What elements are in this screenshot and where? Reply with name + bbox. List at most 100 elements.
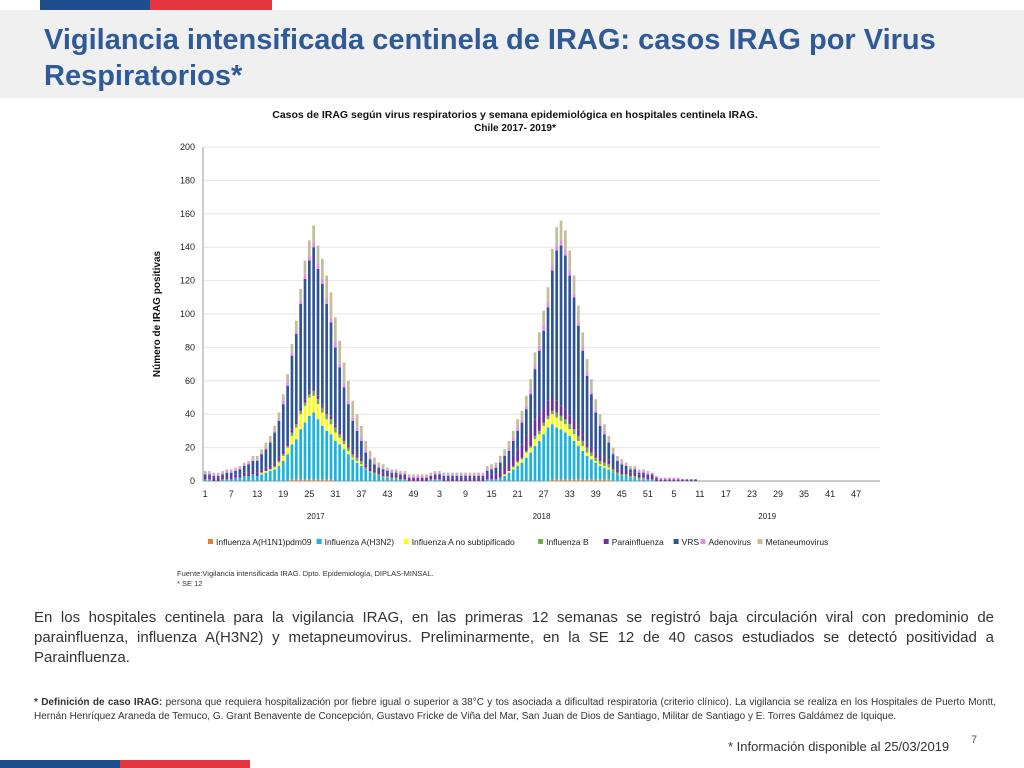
bar-segment xyxy=(281,460,285,481)
bar-segment xyxy=(646,470,650,473)
bar-segment xyxy=(446,474,450,476)
bar-segment xyxy=(251,460,255,471)
bar-segment xyxy=(294,427,298,440)
bar-segment xyxy=(468,474,472,476)
bar-segment xyxy=(564,424,567,433)
bar-segment xyxy=(568,424,572,430)
bar-segment xyxy=(637,477,641,480)
bar-segment xyxy=(277,419,281,421)
bar-segment xyxy=(551,479,554,481)
bar-segment xyxy=(551,410,554,415)
bar-segment xyxy=(312,390,316,396)
bar-segment xyxy=(494,462,498,466)
bar-segment xyxy=(268,469,272,471)
bar-segment xyxy=(507,472,511,481)
bar-segment xyxy=(572,440,576,480)
bar-segment xyxy=(373,462,376,465)
bar-segment xyxy=(273,425,276,431)
bar-segment xyxy=(290,355,294,430)
bar-segment xyxy=(307,479,311,481)
bar-segment xyxy=(642,469,645,471)
bar-segment xyxy=(334,424,337,428)
bar-segment xyxy=(537,414,541,431)
y-tick-label: 120 xyxy=(180,276,195,286)
bar-segment xyxy=(329,424,333,435)
bar-segment xyxy=(212,474,216,476)
bar-segment xyxy=(373,474,376,481)
bar-segment xyxy=(603,434,606,458)
bar-segment xyxy=(234,467,237,470)
bar-segment xyxy=(377,467,381,471)
bar-segment xyxy=(351,400,355,418)
bar-segment xyxy=(316,268,320,396)
bar-segment xyxy=(312,247,316,388)
bar-segment xyxy=(494,465,498,468)
legend-label: Influenza A(H3N2) xyxy=(325,537,395,547)
bar-segment xyxy=(507,470,511,473)
bar-segment xyxy=(455,475,459,478)
bar-segment xyxy=(551,248,554,266)
bar-segment xyxy=(377,475,381,481)
bar-segment xyxy=(559,240,563,246)
y-tick-label: 180 xyxy=(180,175,195,185)
bar-segment xyxy=(676,477,680,480)
bar-segment xyxy=(498,460,502,463)
year-labels: 2017 2018 2019 xyxy=(307,512,777,521)
bar-segment xyxy=(299,300,302,304)
bar-segment xyxy=(524,409,528,436)
bar-segment xyxy=(403,472,407,475)
bar-segment xyxy=(663,479,667,481)
bar-segment xyxy=(316,399,320,405)
bar-segment xyxy=(451,477,454,481)
bar-segment xyxy=(208,474,211,476)
bar-segment xyxy=(464,477,467,481)
bar-segment xyxy=(494,467,498,475)
bar-segment xyxy=(390,479,394,481)
bar-segment xyxy=(598,464,602,466)
bar-segment xyxy=(386,470,389,473)
bar-segment xyxy=(607,469,611,480)
bar-segment xyxy=(221,475,224,480)
bar-segment xyxy=(429,479,433,481)
bar-segment xyxy=(581,440,585,446)
bar-segment xyxy=(585,447,589,453)
bar-segment xyxy=(629,475,632,478)
bar-segment xyxy=(511,440,515,456)
bar-segment xyxy=(347,444,350,448)
bar-segment xyxy=(429,472,433,475)
legend-swatch xyxy=(403,539,409,544)
bar-segment xyxy=(481,475,485,478)
bar-segment xyxy=(451,474,454,476)
bar-segment xyxy=(433,479,437,481)
y-tick-label: 20 xyxy=(185,443,195,453)
bar-segment xyxy=(594,460,598,463)
bar-segment xyxy=(290,435,294,445)
bar-segment xyxy=(277,412,281,420)
bar-segment xyxy=(446,477,450,481)
bar-segment xyxy=(607,435,611,441)
bar-segment xyxy=(498,477,502,481)
bar-segment xyxy=(347,447,350,451)
bar-segment xyxy=(420,475,424,478)
bar-segment xyxy=(347,404,350,445)
bar-segment xyxy=(511,437,515,441)
bar-segment xyxy=(399,479,402,481)
bar-segment xyxy=(555,250,559,401)
y-tick-label: 200 xyxy=(180,142,195,152)
bar-segment xyxy=(594,457,598,461)
bar-segment xyxy=(529,394,532,431)
bar-segment xyxy=(542,310,546,326)
bar-segment xyxy=(407,477,411,481)
bar-segment xyxy=(546,415,550,420)
bar-segment xyxy=(216,472,220,475)
bar-segment xyxy=(511,467,515,470)
bar-segment xyxy=(438,479,441,481)
x-tick-label: 37 xyxy=(356,489,366,499)
bar-segment xyxy=(520,419,524,423)
bar-segment xyxy=(429,474,433,476)
bar-segment xyxy=(542,330,546,408)
bar-segment xyxy=(255,475,259,481)
bar-segment xyxy=(268,465,272,470)
bar-segment xyxy=(594,412,598,453)
bar-segment xyxy=(481,472,485,475)
